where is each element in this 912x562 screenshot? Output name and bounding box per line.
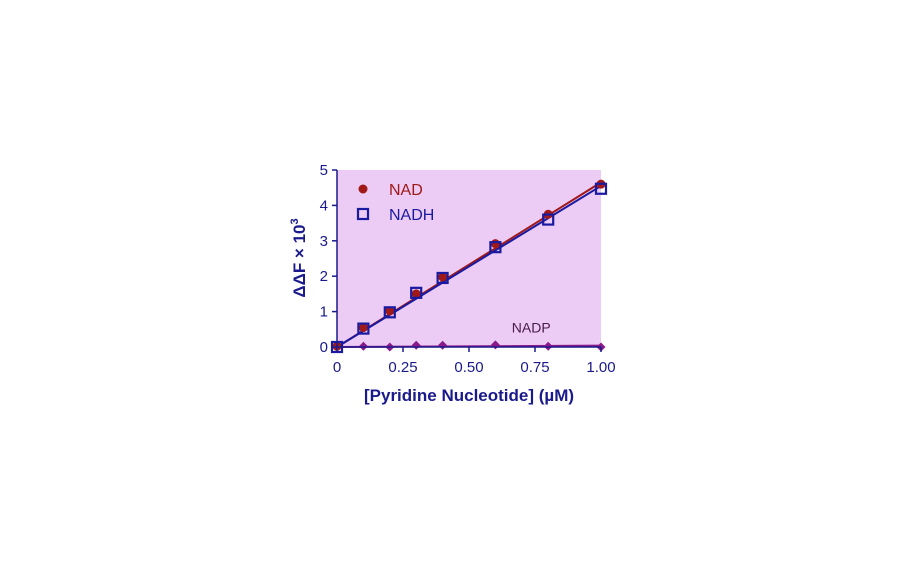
y-tick-label: 1 [320,304,328,321]
annotations: NADP [512,320,551,336]
x-tick-label: 0.75 [520,359,549,376]
data-point-nadh [436,271,449,285]
x-tick-label: 0 [333,359,341,376]
y-tick-label: 4 [320,197,328,214]
data-point-nad [438,272,448,282]
y-tick-label: 0 [320,339,328,356]
legend-marker-nad [358,184,368,194]
legend: NAD NADH [356,182,434,224]
legend-label-nadh: NADH [389,207,434,224]
x-axis-title: [Pyridine Nucleotide] (µM) [364,386,574,405]
x-tick-label: 0.25 [388,359,417,376]
y-tick-label: 3 [320,233,328,250]
y-tick-label: 5 [320,162,328,179]
y-axis-title: ΔΔF × 103 [289,218,309,297]
axes: 0 1 2 3 4 5 0 0.25 0.50 0.75 1.00 [320,162,616,376]
data-point-nadh [357,322,370,335]
legend-marker-nadh [356,207,370,221]
data-point-nadh [542,213,555,226]
data-point-nad [358,323,368,333]
data-point-nadh [383,306,396,319]
data-point-nadh [489,241,502,254]
legend-label-nad: NAD [389,182,423,199]
data-point-nadh [594,182,608,195]
plot-area [337,170,601,347]
y-tick-label: 2 [320,268,328,285]
data-point-nad [411,289,421,299]
y-axis-title-sup: 3 [289,218,301,224]
x-tick-label: 0.50 [454,359,483,376]
x-tick-label: 1.00 [586,359,615,376]
data-point-nadh [410,286,423,299]
data-point-nad [490,239,500,249]
fit-line-nadh [336,185,602,348]
data-point-nad [385,306,395,316]
y-axis-title-main: ΔΔF × 10 [290,225,309,298]
annotation-label: NADP [512,320,551,336]
